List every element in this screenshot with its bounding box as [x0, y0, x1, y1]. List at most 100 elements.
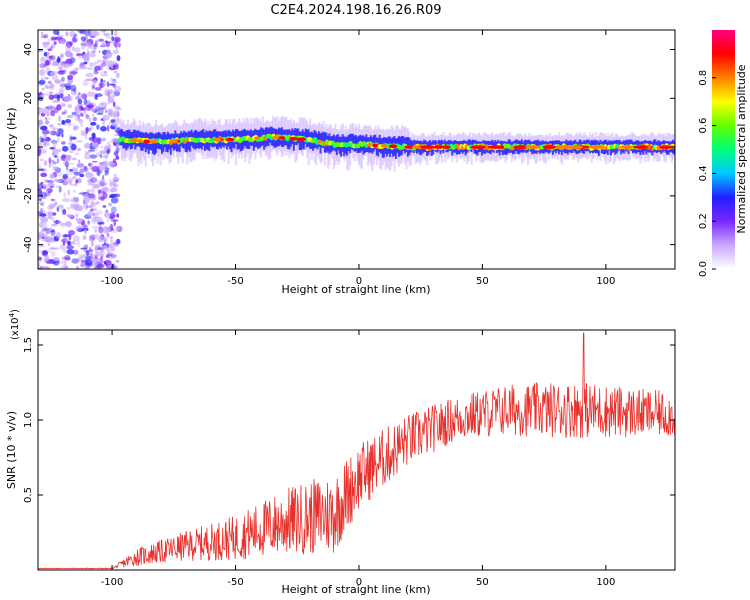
spectrogram-noise-cell [115, 155, 120, 160]
spectrogram-noise-cell [116, 72, 120, 79]
spectrogram-noise-cell [104, 145, 109, 152]
spectrogram-noise-cell [97, 189, 101, 194]
spectrogram-noise-cell [100, 78, 103, 83]
spectrogram-noise-cell [59, 87, 65, 95]
spectrogram-noise-cell [89, 52, 96, 58]
spectrogram-x-tick-label: 50 [476, 276, 489, 287]
spectrogram-noise-cell [83, 202, 88, 210]
spectrogram-noise-cell [112, 101, 116, 107]
spectrogram-band-edge [235, 129, 238, 145]
spectrogram-noise-cell [74, 152, 80, 155]
spectrogram-noise-cell [68, 123, 76, 126]
spectrogram-noise-cell [84, 259, 93, 266]
spectrogram-noise-cell [89, 154, 97, 159]
spectrogram-noise-cell [71, 111, 77, 116]
spectrogram-peak [130, 138, 139, 143]
spectrogram-noise-cell [53, 141, 57, 146]
spectrogram-noise-cell [85, 250, 90, 256]
spectrogram-noise-cell [98, 102, 104, 106]
spectrogram-noise-cell [51, 159, 55, 163]
spectrogram-noise-cell [98, 38, 104, 42]
spectrogram-noise-cell [39, 266, 43, 269]
spectrogram-x-label: Height of straight line (km) [281, 283, 430, 296]
spectrogram-noise-cell [58, 34, 64, 38]
spectrogram-noise-cell [101, 137, 107, 142]
spectrogram-noise-cell [38, 141, 43, 148]
spectrogram-noise-cell [47, 211, 53, 216]
spectrogram-noise-cell [51, 62, 60, 67]
spectrogram-noise-cell [61, 133, 64, 138]
spectrogram-noise-cell [100, 71, 107, 77]
spectrogram-noise-cell [38, 198, 42, 202]
spectrogram-noise-cell [41, 236, 45, 239]
spectrogram-noise-cell [61, 145, 69, 152]
spectrogram-noise-cell [57, 128, 64, 135]
spectrogram-noise-cell [44, 180, 53, 183]
spectrogram-noise-cell [70, 143, 77, 151]
spectrogram-noise-cell [63, 62, 71, 69]
spectrogram-noise-cell [80, 93, 87, 99]
spectrogram-noise-cell [106, 48, 111, 54]
spectrogram-noise-cell [68, 233, 72, 241]
spectrogram-noise-cell [92, 207, 98, 212]
spectrogram-noise-cell [38, 245, 45, 247]
spectrogram-y-tick-label: 0 [23, 144, 34, 150]
spectrogram-noise-cell [65, 155, 72, 161]
spectrogram-band-edge [128, 129, 131, 147]
spectrogram-peak [213, 137, 222, 142]
spectrogram-noise-cell [114, 118, 121, 125]
spectrogram-noise-cell [88, 246, 92, 253]
spectrogram-noise-cell [60, 40, 63, 44]
spectrogram-noise-cell [55, 180, 61, 183]
spectrogram-noise-cell [93, 42, 98, 48]
spectrogram-noise-cell [80, 254, 87, 258]
spectrogram-noise-cell [105, 90, 108, 96]
spectrogram-noise-cell [47, 48, 52, 51]
spectrogram-noise-cell [94, 87, 102, 91]
spectrogram-noise-cell [60, 222, 66, 226]
spectrogram-noise-cell [45, 236, 53, 241]
spectrogram-noise-cell [38, 216, 42, 219]
spectrogram-noise-cell [66, 249, 75, 255]
spectrogram-band-edge [300, 131, 303, 151]
spectrogram-noise-cell [52, 247, 60, 250]
spectrogram-noise-cell [56, 232, 61, 239]
spectrogram-noise-cell [41, 137, 45, 143]
spectrogram-noise-cell [114, 86, 122, 93]
spectrogram-noise-cell [75, 265, 80, 269]
spectrogram-band-edge [378, 134, 381, 153]
spectrogram-noise-cell [68, 230, 75, 236]
spectrogram-noise-cell [41, 226, 48, 230]
spectrogram-noise-cell [96, 209, 103, 216]
spectrogram-noise-cell [113, 60, 117, 66]
spectrogram-noise-cell [93, 142, 97, 147]
colorbar-tick-label: 0.8 [698, 70, 709, 86]
spectrogram-noise-cell [107, 97, 115, 104]
spectrogram-noise-cell [91, 183, 99, 189]
spectrogram-noise-cell [106, 232, 110, 238]
spectrogram-noise-cell [106, 265, 114, 269]
spectrogram-noise-cell [76, 218, 83, 224]
spectrogram-noise-cell [94, 244, 101, 248]
spectrogram-noise-cell [108, 144, 112, 148]
spectrogram-noise-cell [48, 55, 53, 59]
svg-text:(x104): (x104) [8, 309, 21, 340]
spectrogram-noise-cell [40, 35, 48, 39]
spectrogram-noise-cell [90, 177, 98, 183]
spectrogram-noise-cell [90, 30, 99, 37]
spectrogram-noise-cell [40, 202, 44, 206]
spectrogram-noise-cell [40, 229, 48, 233]
spectrogram-noise-cell [44, 84, 49, 89]
spectrogram-noise-cell [67, 207, 71, 210]
spectrogram-noise-cell [50, 43, 56, 49]
spectrogram-noise-cell [89, 62, 94, 68]
spectrogram-noise-cell [67, 75, 74, 80]
spectrogram-noise-cell [84, 109, 87, 114]
spectrogram-noise-cell [59, 70, 66, 73]
spectrogram-band-edge [355, 135, 358, 152]
spectrogram-noise-cell [69, 71, 78, 75]
spectrogram-noise-cell [113, 173, 117, 178]
spectrogram-band-edge [322, 131, 325, 148]
spectrogram-noise-cell [47, 243, 51, 246]
spectrogram-noise-cell [53, 107, 59, 114]
